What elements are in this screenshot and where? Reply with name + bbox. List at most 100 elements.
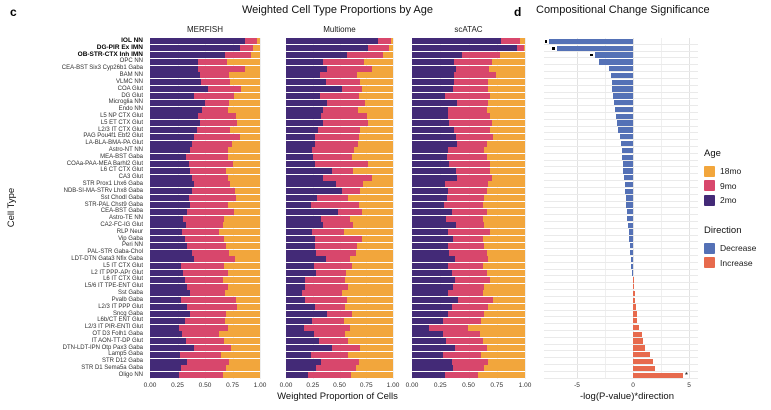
bar-segment-2mo	[286, 113, 322, 120]
bar-segment-2mo	[150, 304, 188, 311]
significance-bar-row	[544, 249, 698, 256]
cell-type-label: L5 IT CTX Glut	[103, 262, 143, 269]
stacked-bar-row	[286, 297, 393, 304]
stacked-bar-row	[286, 249, 393, 256]
bar-segment-9mo	[188, 161, 233, 168]
cell-type-label: Endo NN	[118, 106, 143, 113]
cell-type-label: DTN-LDT-IPN Otp Pax3 Gaba	[62, 344, 143, 351]
bar-segment-18mo	[492, 174, 525, 181]
decrease-bar	[623, 168, 633, 174]
bar-segment-18mo	[486, 154, 525, 161]
bar-segment-2mo	[412, 338, 446, 345]
stacked-bar-row	[412, 215, 525, 222]
bar-segment-2mo	[150, 72, 200, 79]
gridline	[440, 38, 442, 379]
bar-segment-2mo	[150, 188, 192, 195]
bar-segment-2mo	[286, 310, 327, 317]
bar-segment-18mo	[232, 140, 260, 147]
bar-segment-9mo	[312, 154, 353, 161]
significance-bar-row	[544, 365, 698, 372]
decrease-bar	[622, 154, 633, 160]
bar-segment-18mo	[233, 92, 260, 99]
stacked-bar-row	[412, 372, 525, 379]
bar-segment-18mo	[483, 290, 525, 297]
stacked-bar-row	[150, 45, 260, 52]
decrease-bar	[630, 256, 633, 263]
bar-segment-9mo	[457, 174, 493, 181]
bar-segment-9mo	[443, 201, 484, 208]
stacked-bar-row	[150, 358, 260, 365]
stacked-bar-row	[150, 154, 260, 161]
bar-segment-18mo	[219, 331, 260, 338]
stacked-bar-row	[286, 270, 393, 277]
bar-segment-18mo	[489, 92, 525, 99]
bar-segment-2mo	[286, 99, 327, 106]
bar-segment-9mo	[185, 317, 225, 324]
cell-type-label: CEA-BST Six3 Cyp26b1 Gaba	[61, 65, 143, 72]
stacked-bar-row	[286, 45, 393, 52]
bar-segment-18mo	[348, 351, 393, 358]
bar-segment-18mo	[484, 222, 525, 229]
significance-bar-row	[544, 133, 698, 141]
bar-segment-18mo	[487, 181, 525, 188]
bar-segment-18mo	[354, 147, 393, 154]
bar-segment-2mo	[150, 181, 194, 188]
bar-segment-2mo	[150, 331, 182, 338]
bar-segment-2mo	[412, 256, 455, 263]
bar-segment-18mo	[228, 324, 260, 331]
bar-segment-18mo	[228, 147, 260, 154]
bar-segment-2mo	[150, 120, 200, 127]
bar-segment-18mo	[352, 263, 393, 270]
bar-segment-9mo	[201, 106, 229, 113]
stacked-bar-row	[150, 222, 260, 229]
decrease-bar	[616, 113, 633, 120]
bar-segment-18mo	[230, 126, 260, 133]
bar-segment-18mo	[344, 304, 393, 311]
bar-segment-9mo	[186, 222, 223, 229]
decrease-bar	[630, 249, 633, 256]
cell-type-label: IT AON-TT-DP Glut	[91, 337, 143, 344]
bar-segment-18mo	[235, 195, 260, 202]
bar-segment-9mo	[191, 174, 229, 181]
bar-segment-2mo	[412, 120, 450, 127]
bar-segment-9mo	[240, 45, 254, 52]
significance-bar-row	[544, 324, 698, 331]
bar-segment-9mo	[305, 276, 345, 283]
bar-segment-18mo	[358, 133, 393, 140]
bar-segment-2mo	[150, 290, 190, 297]
bar-segment-2mo	[286, 154, 313, 161]
stacked-bar-row	[412, 167, 525, 174]
cell-type-label: Peri NN	[121, 242, 143, 249]
bar-segment-2mo	[150, 344, 194, 351]
bar-segment-2mo	[286, 106, 324, 113]
increase-bar	[633, 345, 646, 351]
stacked-bar-row	[412, 229, 525, 236]
significance-bar-row	[544, 242, 698, 250]
bar-segment-9mo	[314, 235, 362, 242]
bar-segment-9mo	[183, 215, 224, 222]
stacked-bar-row	[150, 140, 260, 147]
bar-segment-9mo	[449, 120, 493, 127]
bar-segment-18mo	[356, 242, 393, 249]
stacked-bar-row	[150, 161, 260, 168]
bar-segment-18mo	[229, 249, 260, 256]
stacked-bar-row	[150, 133, 260, 140]
bar-segment-9mo	[336, 181, 364, 188]
bar-segment-2mo	[412, 324, 429, 331]
age-9mo-swatch	[704, 180, 715, 192]
bar-segment-9mo	[453, 79, 488, 86]
bar-segment-2mo	[150, 242, 188, 249]
bar-segment-9mo	[180, 365, 226, 372]
stacked-bar-row	[286, 195, 393, 202]
gridline	[577, 38, 578, 379]
cell-type-label: STR D1 Sema5a Gaba	[81, 365, 143, 371]
bar-segment-18mo	[361, 235, 393, 242]
cell-type-label: DG Glut	[121, 92, 143, 99]
bar-segment-2mo	[286, 79, 326, 86]
stacked-bar-row	[412, 351, 525, 358]
bar-segment-2mo	[150, 38, 245, 45]
bar-segment-18mo	[364, 58, 393, 65]
significance-bar-row	[544, 86, 698, 93]
significance-bar-row	[544, 72, 698, 79]
bar-segment-2mo	[150, 310, 190, 317]
